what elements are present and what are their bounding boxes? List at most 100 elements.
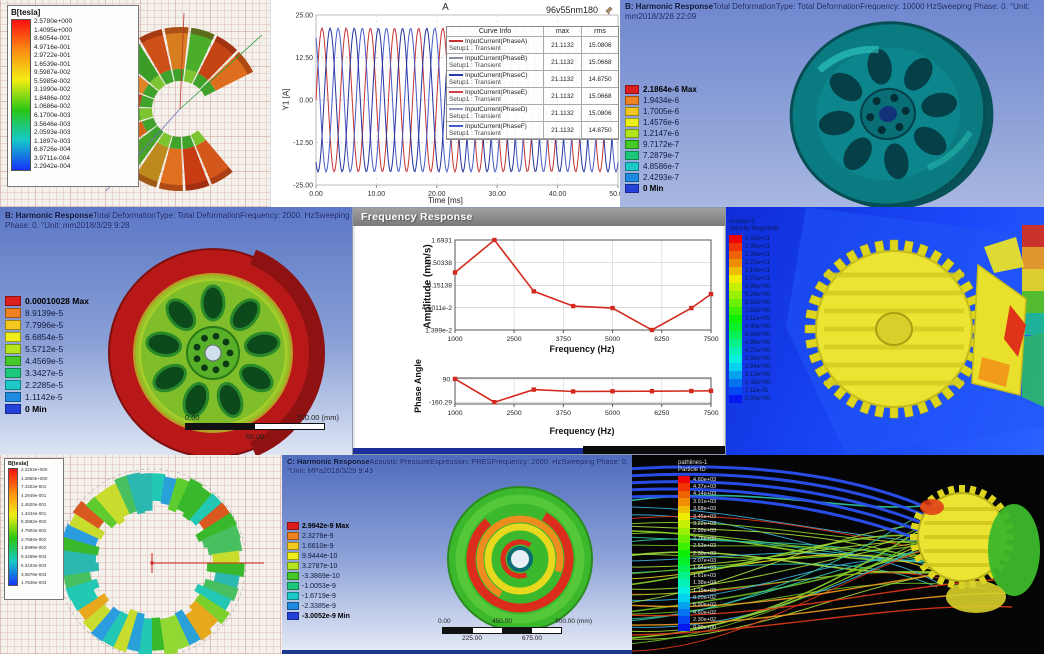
colorbar-value: -1.6719e-9 bbox=[302, 592, 336, 600]
colorbar-value: 2.30e+03 bbox=[693, 550, 717, 557]
window-title: Frequency Response bbox=[361, 211, 473, 223]
colorbar-swatch bbox=[287, 602, 299, 610]
panel-maxwell-torus: B[tesla] 2.5780e+000 1.4095e+000 8.6054e-0… bbox=[0, 0, 270, 207]
colorbar-value: 2.07e+03 bbox=[693, 557, 717, 564]
colorbar-value: 2.1864e-6 Max bbox=[643, 85, 697, 94]
colorbar-value: 3.9711e-004 bbox=[34, 154, 71, 162]
rotor-segment bbox=[60, 549, 97, 563]
colorbar-value: 7.4322e-001 bbox=[21, 484, 47, 490]
x-tick: 1000 bbox=[447, 410, 462, 417]
colorbar-value: 6.1700e-003 bbox=[34, 112, 71, 120]
colorbar-row: 0.00010028 Max bbox=[5, 295, 89, 307]
colorbar-swatch bbox=[729, 243, 742, 251]
x-tick: 0.00 bbox=[309, 191, 323, 198]
colorbar-value: 2.2942e-004 bbox=[34, 163, 71, 171]
data-point bbox=[531, 387, 536, 392]
rotor-segment bbox=[160, 476, 178, 506]
colorbar-swatch bbox=[729, 283, 742, 291]
colorbar-value: 3.22e+03 bbox=[693, 521, 717, 528]
colorbar-value: 1.1897e-003 bbox=[34, 137, 71, 145]
legend-row: InputCurrent(PhaseD) Setup1 : Transient 21… bbox=[447, 105, 618, 122]
rotor-segment bbox=[73, 500, 105, 529]
pin-icon[interactable] bbox=[604, 5, 614, 15]
rotor-segment bbox=[189, 600, 219, 630]
y-tick: 4.6011e-2 bbox=[422, 305, 452, 312]
coil-segment bbox=[164, 26, 189, 70]
data-point bbox=[689, 305, 694, 311]
rotor-segment bbox=[159, 617, 179, 654]
colorbar-row: -1.6719e-9 bbox=[287, 591, 350, 601]
colorbar-row: 3.22e+03 bbox=[678, 520, 717, 528]
disc-hole bbox=[884, 143, 909, 180]
colorbar-swatch bbox=[625, 129, 639, 138]
series-name: InputCurrent(PhaseC) bbox=[465, 72, 528, 79]
colorbar-value: 1.21e+01 bbox=[745, 260, 771, 266]
colorbar-row: 2.3276e-9 bbox=[287, 531, 350, 541]
colorbar-swatch bbox=[287, 552, 299, 560]
legend-row: InputCurrent(PhaseA) Setup1 : Transient 21… bbox=[447, 37, 618, 54]
info-line: 2018/3/28 22:09 bbox=[638, 12, 697, 21]
colorbar-value: 6.90e+02 bbox=[693, 602, 717, 609]
colorbar-row: 7.2879e-7 bbox=[625, 150, 697, 161]
colorbar-swatch bbox=[5, 368, 21, 378]
velocity-legend: contour-2 Velocity Magnitude 1.42e+01 1.3… bbox=[729, 219, 779, 403]
rotor-segment bbox=[90, 606, 121, 642]
frequency-response-plots: 1.6931 0.50338 0.15138 4.6011e-2 1.399e-2 100… bbox=[422, 237, 719, 417]
colorbar-title: pathlines-1 bbox=[678, 460, 708, 466]
ruler-label: 450.00 bbox=[492, 618, 512, 625]
panel-acoustic-pressure: C: Harmonic ResponseAcoustic PressureExp… bbox=[282, 455, 632, 654]
colorbar-value: 2.30e+02 bbox=[693, 617, 717, 624]
colorbar-swatch bbox=[287, 612, 299, 620]
colorbar-row: 9.9444e-10 bbox=[287, 551, 350, 561]
legend-curve-info: InputCurrent(PhaseB) Setup1 : Transient bbox=[447, 54, 544, 70]
panel-harmonic-2000hz: B: Harmonic ResponseTotal DeformationTyp… bbox=[0, 207, 352, 455]
rotor-segment bbox=[151, 617, 165, 651]
series-color-swatch bbox=[449, 125, 463, 128]
coil-inner-band bbox=[182, 135, 195, 149]
colorbar-swatch bbox=[287, 542, 299, 550]
colorbar-value: 9.5987e-002 bbox=[34, 69, 71, 77]
ruler-bar bbox=[185, 423, 325, 430]
colorbar-row: 2.30e+03 bbox=[678, 549, 717, 558]
colorbar-value: 4.60e+02 bbox=[693, 609, 717, 616]
streamline bbox=[632, 534, 934, 586]
rotor-segment bbox=[126, 472, 146, 515]
colorbar-value: 3.3427e-5 bbox=[25, 368, 64, 378]
streamlines-scene bbox=[632, 465, 1040, 652]
rotor-segment bbox=[198, 502, 231, 531]
coil-segment bbox=[139, 29, 171, 75]
rim-shade bbox=[249, 249, 325, 455]
colorbar-swatch bbox=[729, 267, 742, 275]
series-max: 21.1132 bbox=[544, 37, 582, 53]
colorbar-swatch bbox=[678, 542, 690, 550]
colorbar-value: 6.6854e-5 bbox=[25, 332, 64, 342]
coil-edge bbox=[139, 29, 163, 44]
boundary-patch bbox=[1022, 291, 1044, 313]
colorbar-row: 1.21e+01 bbox=[729, 259, 779, 267]
coil-segment bbox=[158, 147, 183, 192]
ruler-label: 225.00 bbox=[462, 635, 482, 642]
colorbar-value: 6.8726e-004 bbox=[34, 146, 71, 154]
window-title-bar[interactable]: Frequency Response bbox=[353, 208, 725, 226]
colorbar-row: 8.9139e-5 bbox=[5, 307, 89, 319]
boundary-patch bbox=[1022, 269, 1044, 291]
ruler-bar bbox=[442, 627, 562, 634]
colorbar-swatch bbox=[287, 572, 299, 580]
colorbar-swatch bbox=[678, 609, 690, 617]
series-rms: 15.0806 bbox=[588, 41, 612, 49]
rotor-field-model bbox=[57, 468, 264, 654]
colorbar-swatch bbox=[729, 355, 742, 363]
colorbar-row: 2.99e+03 bbox=[678, 527, 716, 536]
colorbar-row: -3.0052e-9 Min bbox=[287, 611, 350, 621]
legend-entry: InputCurrent(PhaseA) bbox=[449, 38, 541, 45]
bolt-hole bbox=[890, 93, 899, 102]
result-info-block: C: Harmonic ResponseAcoustic PressureExp… bbox=[287, 457, 632, 475]
info-line: Total Deformation bbox=[713, 2, 776, 11]
rotor-segment bbox=[195, 512, 238, 542]
legend-curve-info: InputCurrent(PhaseF) Setup1 : Transient bbox=[447, 122, 544, 138]
rotor-segment bbox=[70, 589, 98, 611]
x-tick: 2500 bbox=[507, 410, 522, 417]
window-bottom-border bbox=[282, 650, 632, 654]
colorbar-value: 3.2787e-10 bbox=[302, 562, 338, 570]
highlight bbox=[817, 45, 879, 73]
